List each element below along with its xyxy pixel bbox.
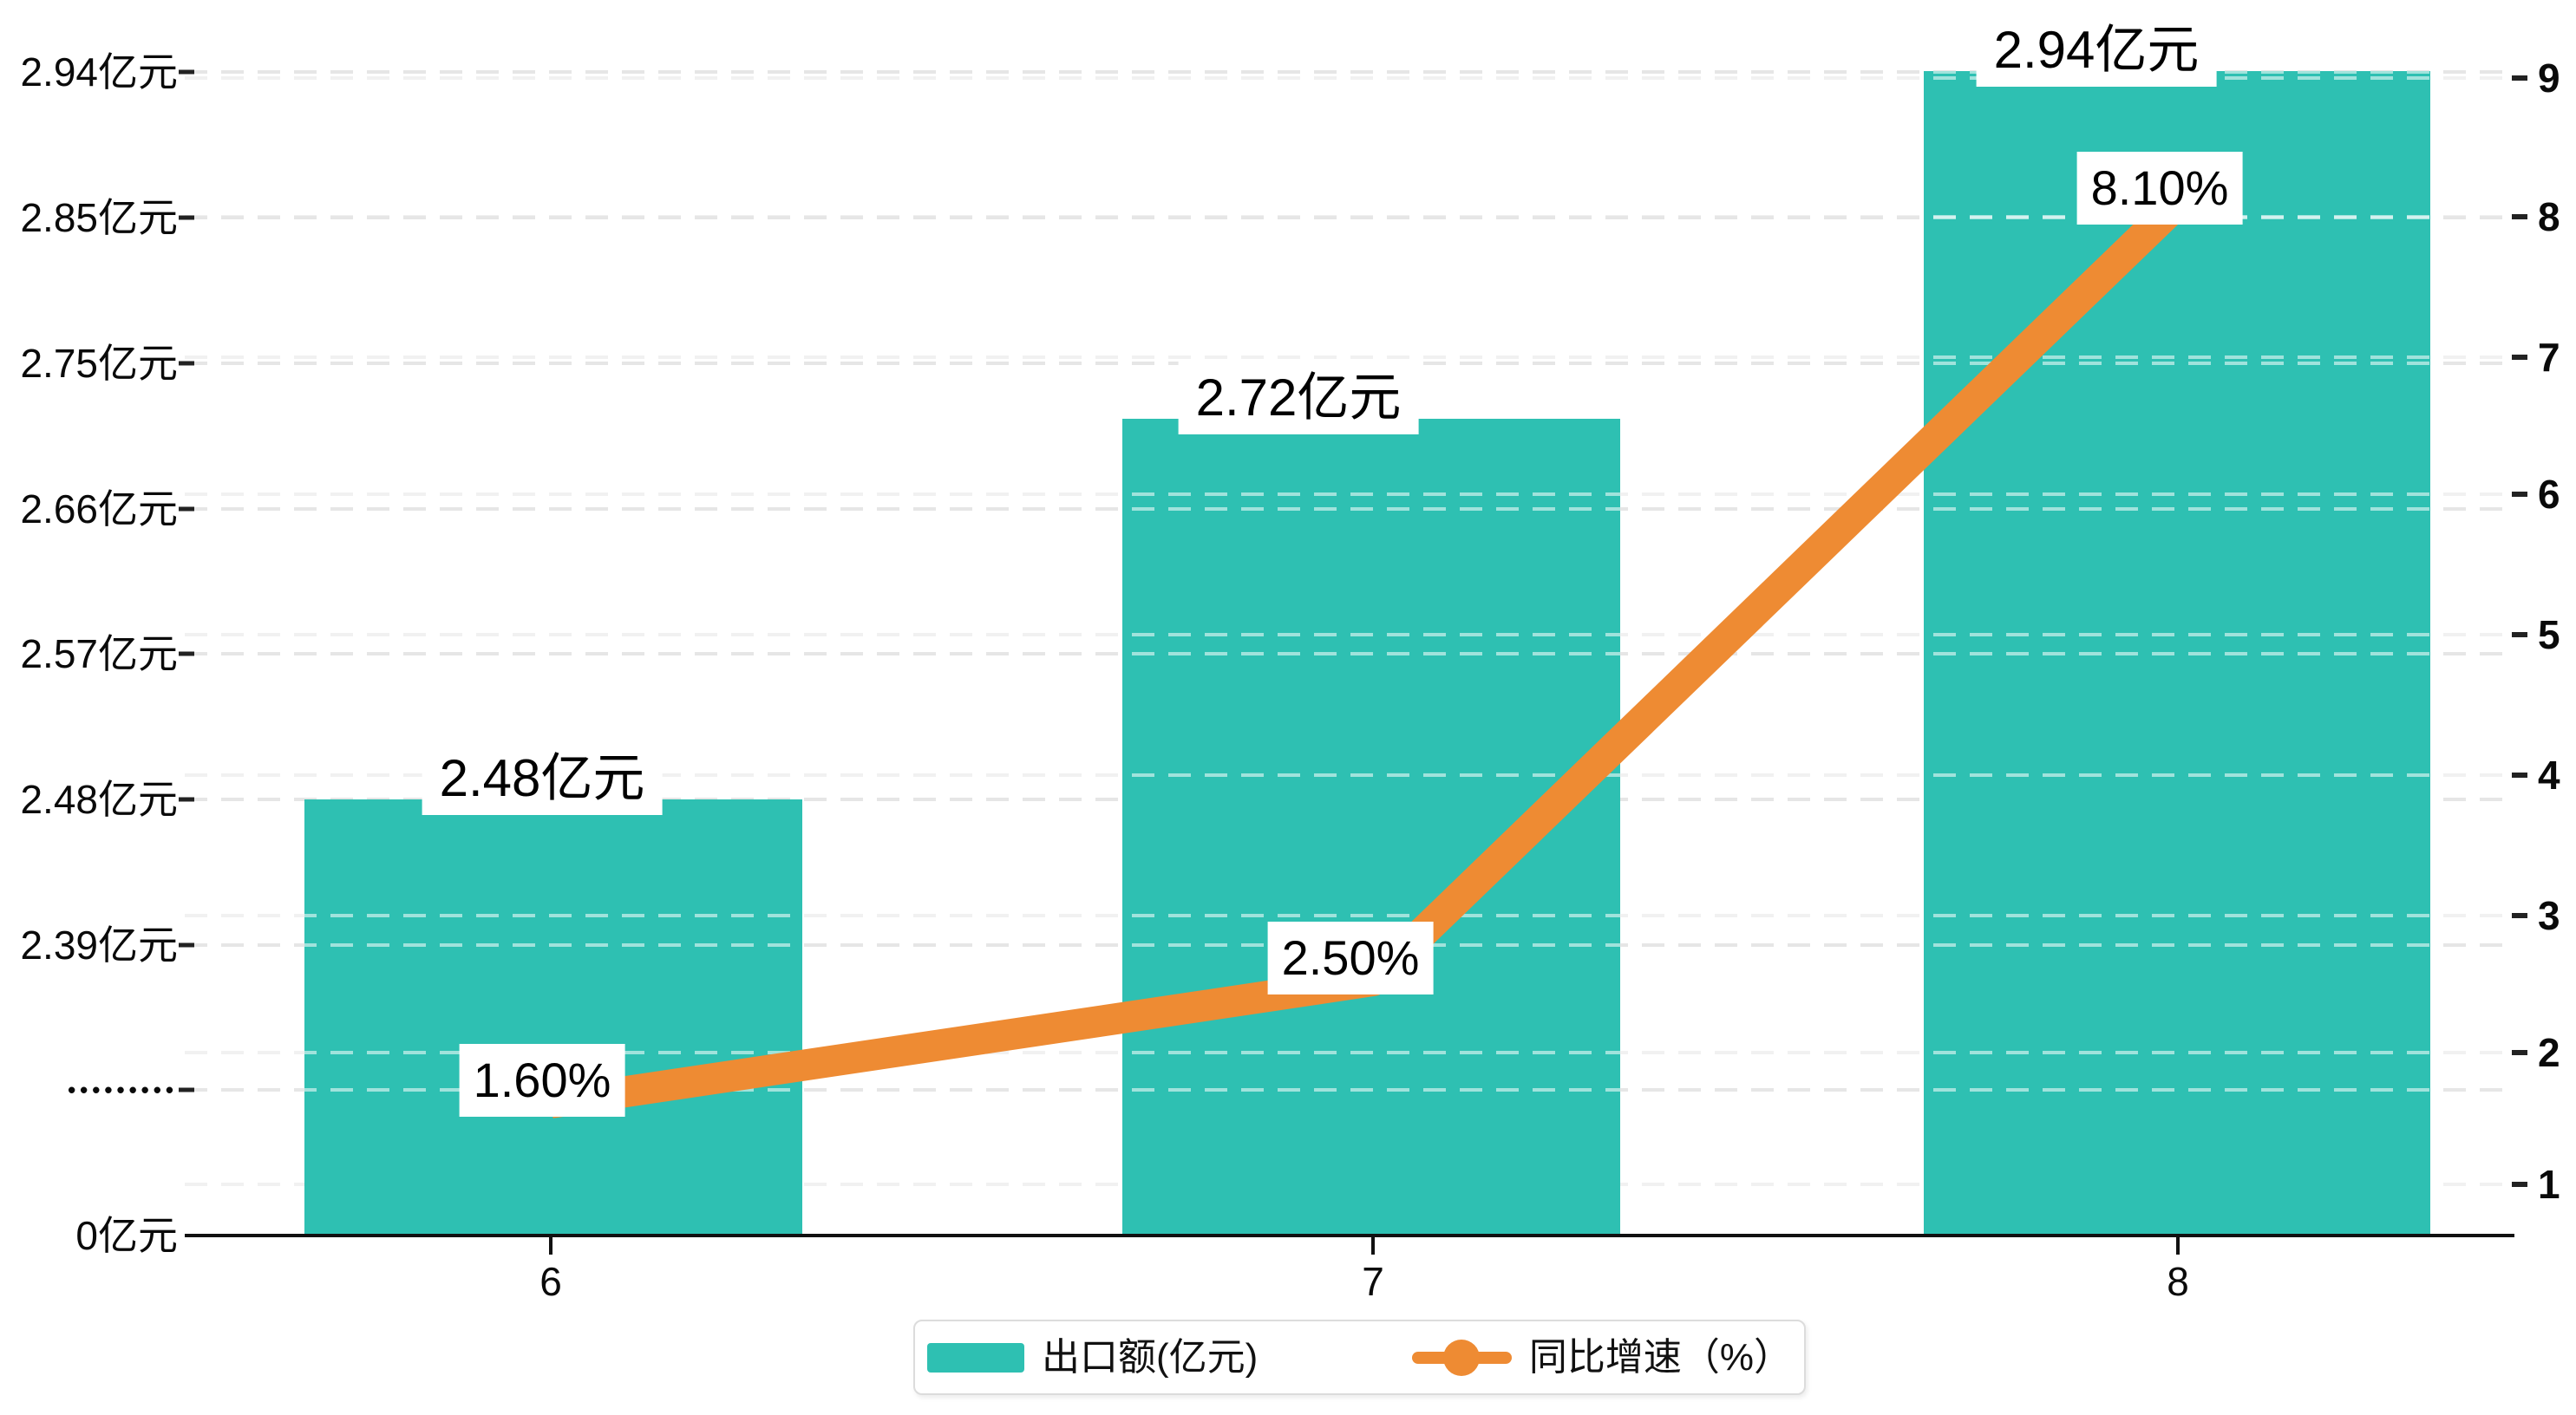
legend-item-export[interactable]: 出口额(亿元)	[927, 1335, 1259, 1379]
line-value-label: 8.10%	[2076, 152, 2243, 225]
x-axis-label-6: 6	[539, 1259, 562, 1304]
y-axis-left-label: 2.75亿元	[20, 341, 178, 386]
y-axis-right-label: 5	[2538, 612, 2560, 657]
bar-value-label: 2.48亿元	[422, 742, 663, 815]
line-value-label: 2.50%	[1267, 922, 1434, 994]
legend-item-growth[interactable]: 同比增速（%）	[1411, 1335, 1792, 1379]
legend-label-export: 出口额(亿元)	[1042, 1335, 1259, 1379]
legend: 出口额(亿元) 同比增速（%）	[913, 1320, 1806, 1395]
y-axis-left-label: 2.48亿元	[20, 777, 178, 822]
y-axis-left-label: 2.39亿元	[20, 923, 178, 968]
line-series-swatch-icon	[1411, 1339, 1512, 1376]
y-axis-right-label: 3	[2538, 893, 2560, 938]
x-axis-label-7: 7	[1362, 1259, 1384, 1304]
y-axis-left-label: 0亿元	[75, 1213, 178, 1258]
y-axis-right-label: 2	[2538, 1030, 2560, 1075]
left-axis-ticks	[179, 69, 194, 1092]
y-axis-right-label: 4	[2538, 753, 2560, 798]
y-axis-right-label: 8	[2538, 194, 2560, 239]
bar-value-label: 2.72亿元	[1178, 362, 1419, 434]
y-axis-left-label-axis-break-dots: •••••••••	[68, 1077, 178, 1103]
y-axis-left-label: 2.57亿元	[20, 631, 178, 676]
x-axis-ticks	[549, 1237, 2180, 1255]
bar-month-6[interactable]	[304, 799, 802, 1234]
right-axis-ticks	[2512, 75, 2527, 1187]
y-axis-left-label: 2.94亿元	[20, 49, 178, 95]
line-value-label: 1.60%	[459, 1044, 625, 1117]
y-axis-right-label: 1	[2538, 1162, 2560, 1207]
bar-value-label: 2.94亿元	[1976, 14, 2217, 87]
y-axis-right-label: 9	[2538, 55, 2560, 101]
y-axis-left-label: 2.85亿元	[20, 195, 178, 240]
bar-series-swatch-icon	[927, 1342, 1024, 1373]
y-axis-right-label: 6	[2538, 472, 2560, 517]
y-axis-left-label: 2.66亿元	[20, 486, 178, 531]
legend-label-growth: 同比增速（%）	[1528, 1335, 1792, 1379]
y-axis-right-label: 7	[2538, 335, 2560, 380]
x-axis-label-8: 8	[2167, 1259, 2189, 1304]
